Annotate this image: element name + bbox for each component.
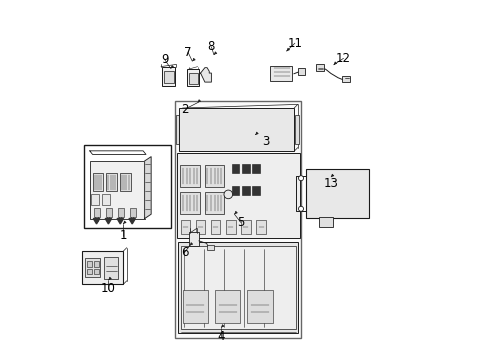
Bar — [271, 68, 279, 79]
Bar — [94, 208, 101, 217]
Bar — [241, 220, 250, 234]
Circle shape — [298, 206, 303, 211]
Bar — [163, 71, 173, 83]
Bar — [204, 165, 224, 187]
Bar — [232, 186, 239, 195]
Bar — [92, 174, 103, 192]
Text: 9: 9 — [161, 53, 168, 66]
Bar — [215, 290, 240, 323]
Bar — [81, 251, 123, 284]
Bar — [309, 174, 314, 213]
Bar — [94, 261, 99, 267]
Bar — [207, 245, 213, 250]
Polygon shape — [200, 68, 211, 82]
Bar — [189, 160, 197, 171]
Bar — [211, 220, 220, 234]
Text: 6: 6 — [180, 246, 188, 259]
Polygon shape — [144, 157, 151, 219]
Bar — [178, 242, 298, 333]
Bar — [87, 261, 92, 267]
Bar — [318, 217, 333, 227]
Bar — [316, 174, 321, 213]
Bar — [306, 169, 368, 218]
Bar — [323, 174, 328, 213]
Text: 11: 11 — [287, 37, 302, 50]
Text: 12: 12 — [335, 52, 350, 65]
Bar — [315, 64, 324, 71]
Bar — [162, 67, 175, 86]
Bar — [232, 164, 239, 173]
Bar — [225, 220, 235, 234]
Bar — [350, 174, 355, 213]
Circle shape — [224, 190, 232, 199]
Circle shape — [298, 176, 303, 181]
Text: 7: 7 — [184, 46, 191, 59]
Bar — [102, 194, 110, 205]
Bar — [188, 232, 199, 246]
Bar — [89, 161, 144, 219]
Bar — [294, 115, 298, 144]
Polygon shape — [129, 219, 135, 224]
Bar — [129, 208, 136, 217]
Text: 1: 1 — [119, 229, 127, 242]
Bar — [242, 186, 249, 195]
Bar — [94, 269, 99, 274]
Bar — [104, 257, 118, 279]
Bar — [344, 174, 348, 213]
Bar — [180, 165, 200, 187]
Text: 5: 5 — [237, 216, 244, 229]
Bar — [269, 66, 291, 81]
Text: 8: 8 — [207, 40, 215, 53]
Bar — [204, 192, 224, 214]
Polygon shape — [93, 219, 100, 224]
Bar — [297, 68, 305, 75]
Bar — [176, 115, 179, 144]
Bar — [179, 108, 294, 151]
Polygon shape — [117, 219, 123, 224]
Polygon shape — [105, 219, 111, 224]
Bar — [180, 192, 200, 214]
Bar — [177, 153, 299, 238]
Bar — [181, 246, 295, 329]
Text: 2: 2 — [181, 103, 188, 116]
Bar — [342, 76, 349, 82]
Bar — [181, 220, 190, 234]
Bar — [330, 174, 335, 213]
Bar — [337, 174, 342, 213]
Bar — [186, 69, 199, 86]
Bar — [87, 269, 92, 274]
Bar — [106, 174, 117, 192]
Bar — [252, 164, 259, 173]
Bar — [223, 193, 233, 205]
Bar — [256, 220, 265, 234]
Bar — [281, 68, 289, 79]
Bar — [182, 290, 207, 323]
Bar — [196, 220, 205, 234]
Text: 4: 4 — [217, 330, 224, 343]
Bar — [91, 194, 99, 205]
Bar — [84, 145, 171, 228]
Bar — [179, 160, 186, 171]
Bar — [175, 101, 301, 338]
Text: 10: 10 — [101, 282, 116, 295]
Text: 3: 3 — [262, 135, 269, 148]
Bar — [242, 164, 249, 173]
Bar — [252, 186, 259, 195]
Bar — [120, 174, 130, 192]
Bar — [118, 208, 124, 217]
Bar — [188, 73, 197, 84]
Bar — [106, 208, 112, 217]
Bar — [357, 174, 362, 213]
Bar — [247, 290, 272, 323]
Bar — [85, 258, 101, 277]
Text: 13: 13 — [323, 177, 338, 190]
